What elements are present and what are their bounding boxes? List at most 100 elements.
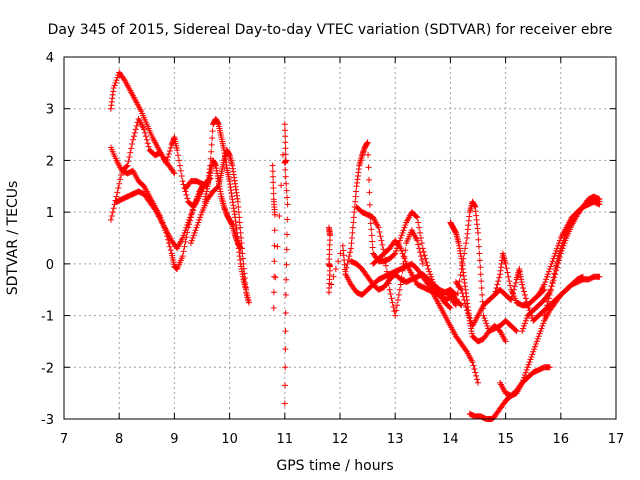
data-point — [284, 231, 291, 238]
data-point — [481, 315, 488, 322]
data-point — [427, 271, 434, 278]
data-point — [194, 193, 201, 200]
data-point — [553, 247, 560, 254]
data-point — [130, 133, 137, 140]
x-tick-label: 13 — [387, 432, 404, 447]
data-point — [503, 265, 510, 272]
data-point — [465, 312, 472, 319]
data-point — [522, 295, 529, 302]
data-point — [395, 291, 402, 298]
data-point — [475, 236, 482, 243]
data-point — [183, 191, 190, 198]
data-point — [116, 180, 123, 187]
data-point — [525, 361, 532, 368]
data-point — [365, 151, 372, 158]
data-point — [519, 328, 526, 335]
data-point — [552, 266, 559, 273]
data-point — [171, 170, 178, 177]
data-point — [113, 193, 120, 200]
data-point — [418, 240, 425, 247]
data-point — [270, 289, 277, 296]
data-point — [462, 245, 469, 252]
data-point — [459, 290, 466, 297]
data-point — [352, 198, 359, 205]
data-point — [477, 264, 484, 271]
data-point — [496, 274, 503, 281]
data-point — [475, 243, 482, 250]
data-point — [167, 247, 174, 254]
data-point — [235, 209, 242, 216]
data-point — [479, 291, 486, 298]
data-point — [376, 228, 383, 235]
data-point — [282, 166, 289, 173]
data-point — [176, 162, 183, 169]
data-point — [369, 244, 376, 251]
data-point — [349, 229, 356, 236]
data-point — [368, 226, 375, 233]
data-point — [387, 291, 394, 298]
data-point — [539, 322, 546, 329]
data-point — [398, 247, 405, 254]
data-point — [190, 232, 197, 239]
data-point — [195, 219, 202, 226]
data-point — [180, 232, 187, 239]
data-point — [186, 216, 193, 223]
data-point — [543, 276, 550, 283]
data-point — [552, 271, 559, 278]
data-point — [141, 126, 148, 133]
data-point — [530, 348, 537, 355]
data-point — [365, 164, 372, 171]
data-point — [187, 214, 194, 221]
data-point — [472, 369, 479, 376]
data-point — [477, 271, 484, 278]
data-point — [239, 250, 246, 257]
x-tick-label: 10 — [221, 432, 238, 447]
data-point — [391, 251, 398, 258]
data-point — [167, 144, 174, 151]
data-point — [414, 237, 421, 244]
data-point — [546, 291, 553, 298]
y-tick-label: 4 — [46, 51, 54, 66]
data-point — [179, 253, 186, 260]
data-point — [495, 278, 502, 285]
data-point — [183, 224, 190, 231]
data-point — [348, 245, 355, 252]
data-point — [447, 304, 454, 311]
data-point — [505, 273, 512, 280]
x-tick-label: 7 — [60, 432, 68, 447]
data-point — [352, 193, 359, 200]
data-point — [541, 281, 548, 288]
data-point — [166, 243, 173, 250]
x-tick-label: 16 — [553, 432, 570, 447]
data-point — [511, 283, 518, 290]
data-point — [521, 288, 527, 295]
data-point — [388, 295, 395, 302]
data-point — [397, 281, 404, 288]
data-point — [463, 240, 470, 247]
data-point — [457, 301, 464, 308]
data-point — [543, 305, 550, 312]
data-point — [133, 122, 140, 129]
data-point — [561, 235, 568, 241]
data-point — [402, 247, 409, 254]
data-point — [131, 129, 138, 136]
data-point — [521, 322, 527, 329]
data-point — [282, 151, 289, 158]
data-point — [117, 176, 124, 183]
data-point — [375, 224, 382, 231]
data-point — [480, 312, 487, 319]
data-point — [271, 258, 278, 265]
data-point — [529, 351, 536, 358]
data-point — [428, 273, 435, 280]
data-point — [416, 245, 423, 252]
data-point — [551, 253, 558, 260]
data-point — [551, 270, 558, 277]
x-tick-label: 15 — [497, 432, 514, 447]
data-point — [271, 242, 278, 249]
data-point — [422, 255, 429, 262]
data-point — [542, 278, 549, 285]
data-point — [532, 341, 539, 348]
data-point — [349, 224, 356, 231]
data-point — [115, 185, 122, 192]
